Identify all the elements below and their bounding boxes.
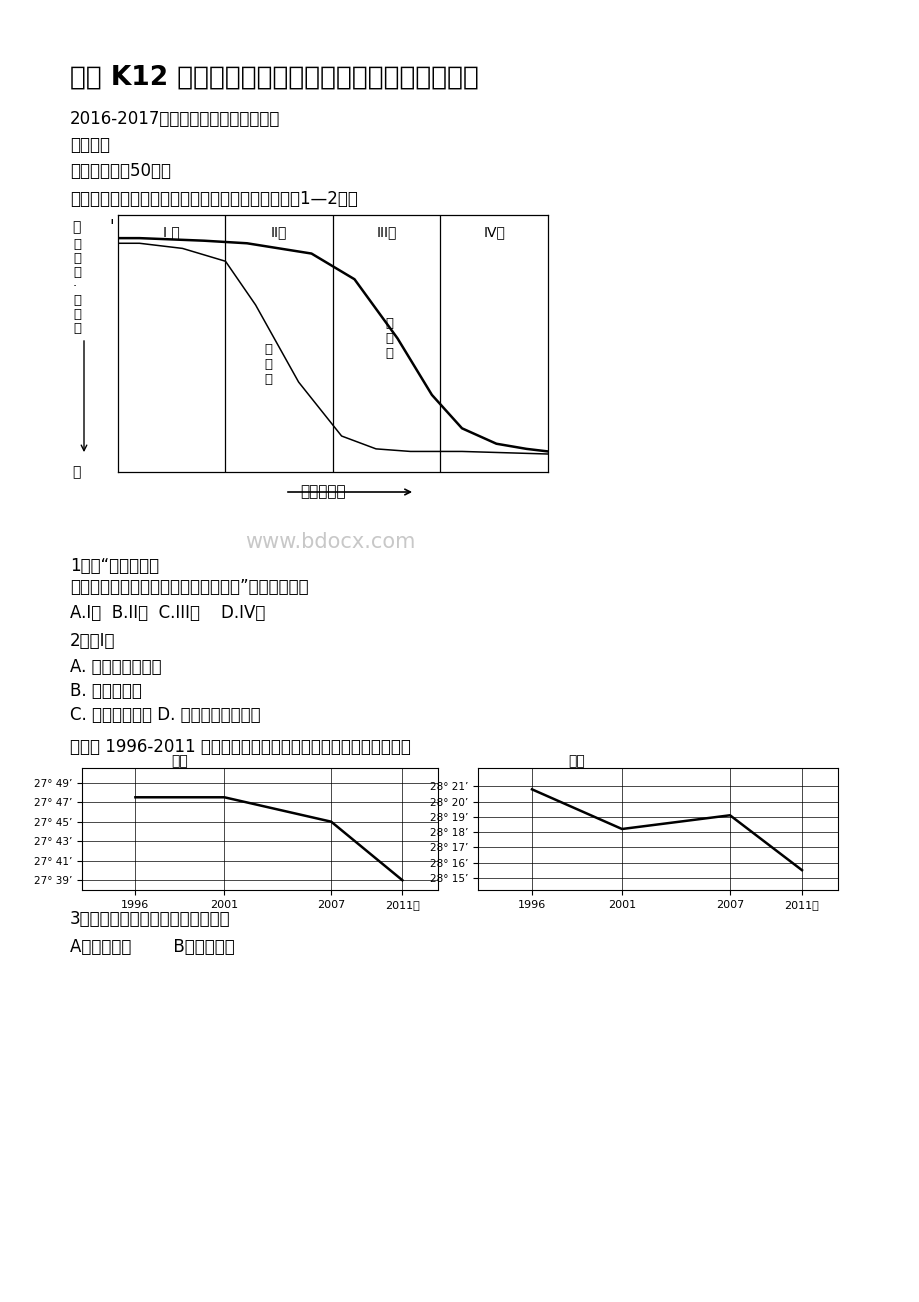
Text: 3．图示时期南非人口迁移的方向是: 3．图示时期南非人口迁移的方向是	[70, 910, 231, 928]
Text: 高: 高	[72, 220, 80, 234]
Text: 经度: 经度	[171, 754, 187, 768]
Text: A.I期  B.II期  C.III期    D.IV期: A.I期 B.II期 C.III期 D.IV期	[70, 604, 265, 622]
Text: 率: 率	[73, 266, 81, 279]
Text: B. 人口老龄化: B. 人口老龄化	[70, 682, 142, 700]
Text: 时间的变化: 时间的变化	[300, 484, 346, 499]
Text: C. 人口增长停滞 D. 人口平均寿命较低: C. 人口增长停滞 D. 人口平均寿命较低	[70, 706, 260, 724]
Text: A. 人口急剧膨胀．: A. 人口急剧膨胀．	[70, 658, 162, 676]
Text: 该图表示某地区人口增长模式的转变过程，据此回答1—2题。: 该图表示某地区人口增长模式的转变过程，据此回答1—2题。	[70, 190, 357, 208]
Text: 纬度: 纬度	[567, 754, 584, 768]
Text: IV期: IV期	[482, 225, 505, 240]
Text: 死
亡
率: 死 亡 率	[265, 342, 272, 385]
Text: 低: 低	[72, 465, 80, 479]
Text: 2．在I期: 2．在I期	[70, 631, 116, 650]
Text: 下图为 1996-2011 年南非人口重心变化状况，读图完成下列小题。: 下图为 1996-2011 年南非人口重心变化状况，读图完成下列小题。	[70, 738, 411, 756]
Text: III期: III期	[376, 225, 396, 240]
Text: 生: 生	[73, 253, 81, 266]
Text: 1．与“人口自然增: 1．与“人口自然增	[70, 557, 159, 575]
Text: II期: II期	[271, 225, 287, 240]
Text: 率: 率	[73, 322, 81, 335]
Text: ·: ·	[73, 280, 77, 293]
Text: I 期: I 期	[164, 225, 180, 240]
Text: 2016-2017学年第二学期高一期中联考: 2016-2017学年第二学期高一期中联考	[70, 109, 280, 128]
Text: 一、选择题（50分）: 一、选择题（50分）	[70, 161, 171, 180]
Text: 出: 出	[73, 238, 81, 251]
Text: 长率迅速降低，高龄人口比例缓慢增加”对应的期间是: 长率迅速降低，高龄人口比例缓慢增加”对应的期间是	[70, 578, 308, 596]
Text: www.bdocx.com: www.bdocx.com	[244, 533, 414, 552]
Text: ': '	[108, 217, 114, 236]
Text: 出
生
率: 出 生 率	[384, 316, 392, 359]
Text: 死: 死	[73, 294, 81, 307]
Text: 亡: 亡	[73, 309, 81, 322]
Text: A．东南方向        B．东北方向: A．东南方向 B．东北方向	[70, 937, 234, 956]
Text: 地理试题: 地理试题	[70, 135, 110, 154]
Text: 配套 K12 山西省新绛县学年高一地理下学期期中试题: 配套 K12 山西省新绛县学年高一地理下学期期中试题	[70, 65, 479, 91]
